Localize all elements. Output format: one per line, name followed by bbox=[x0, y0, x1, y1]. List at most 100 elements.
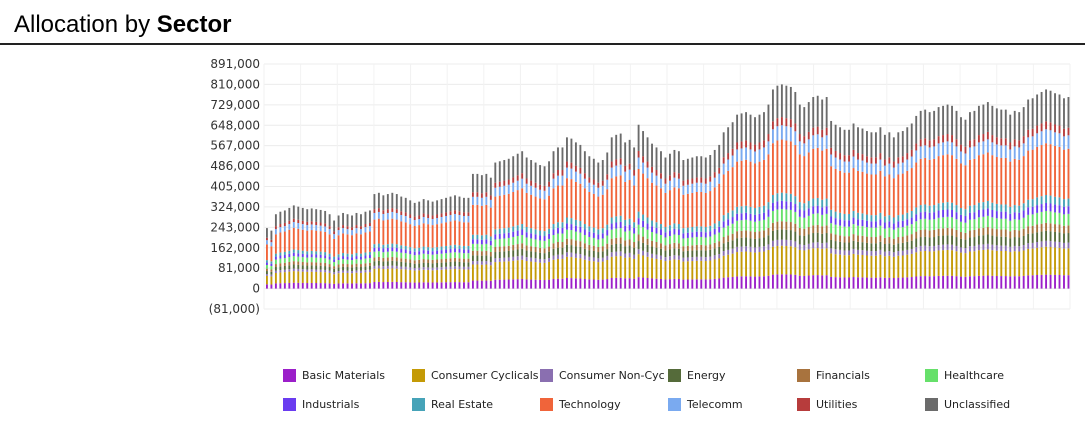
bar-segment bbox=[816, 205, 819, 214]
bar-segment bbox=[583, 151, 586, 174]
bar-segment bbox=[682, 194, 685, 229]
bar-segment bbox=[866, 214, 868, 221]
bar-segment bbox=[897, 251, 900, 256]
bar-segment bbox=[521, 224, 524, 230]
bar-segment bbox=[395, 265, 398, 269]
bar-segment bbox=[695, 177, 698, 183]
bar-segment bbox=[579, 246, 582, 255]
bar-segment bbox=[467, 197, 470, 213]
bar-segment bbox=[763, 246, 765, 252]
bar-segment bbox=[669, 225, 671, 231]
bar-segment bbox=[328, 226, 331, 230]
bar-segment bbox=[1013, 212, 1016, 220]
bar-segment bbox=[454, 268, 456, 283]
bar-segment bbox=[566, 223, 568, 230]
bar-segment bbox=[910, 156, 913, 169]
bar-segment bbox=[583, 259, 586, 279]
bar-segment bbox=[431, 201, 434, 216]
bar-segment bbox=[570, 257, 573, 279]
bar-segment bbox=[942, 275, 945, 289]
bar-segment bbox=[669, 230, 671, 236]
bar-segment bbox=[906, 235, 909, 242]
bar-segment bbox=[937, 228, 940, 236]
bar-segment bbox=[646, 252, 649, 257]
bar-segment bbox=[566, 137, 568, 162]
bar-segment bbox=[628, 230, 631, 240]
bar-segment bbox=[1063, 206, 1065, 215]
bar-segment bbox=[883, 237, 886, 244]
bar-segment bbox=[669, 256, 671, 261]
bar-segment bbox=[1058, 224, 1061, 233]
bar-segment bbox=[794, 241, 797, 248]
bar-segment bbox=[660, 173, 662, 179]
bar-segment bbox=[427, 247, 430, 251]
bar-segment bbox=[915, 231, 918, 239]
bar-segment bbox=[874, 221, 877, 228]
bar-segment bbox=[346, 214, 349, 227]
bar-segment bbox=[767, 202, 770, 210]
bar-segment bbox=[1027, 226, 1030, 234]
bar-segment bbox=[601, 233, 604, 239]
bar-segment bbox=[736, 276, 739, 289]
bar-segment bbox=[436, 262, 439, 268]
bar-segment bbox=[377, 211, 380, 219]
bar-segment bbox=[1036, 242, 1039, 248]
bar-segment bbox=[942, 228, 945, 236]
bar-segment bbox=[960, 117, 962, 145]
bar-segment bbox=[606, 174, 609, 180]
bar-segment bbox=[624, 240, 627, 247]
bar-segment bbox=[928, 205, 931, 213]
bar-segment bbox=[745, 276, 748, 289]
bar-segment bbox=[530, 233, 533, 239]
bar-segment bbox=[830, 233, 833, 240]
bar-segment bbox=[821, 129, 824, 138]
bar-segment bbox=[561, 242, 564, 248]
bar-segment bbox=[440, 223, 443, 247]
bar-segment bbox=[404, 197, 407, 213]
bar-segment bbox=[306, 221, 309, 226]
bar-segment bbox=[816, 197, 819, 206]
bar-segment bbox=[360, 256, 362, 260]
bar-segment bbox=[624, 219, 627, 226]
bar-segment bbox=[906, 212, 909, 220]
bar-segment bbox=[274, 214, 277, 227]
bar-segment bbox=[1031, 225, 1034, 234]
bar-segment bbox=[471, 204, 474, 235]
bar-segment bbox=[727, 254, 730, 278]
bar-segment bbox=[566, 229, 568, 239]
bar-segment bbox=[901, 277, 904, 289]
bar-segment bbox=[422, 213, 425, 217]
bar-segment bbox=[942, 250, 945, 276]
bar-segment bbox=[727, 153, 730, 160]
bar-segment bbox=[561, 222, 564, 228]
bar-segment bbox=[431, 225, 434, 248]
bar-segment bbox=[297, 268, 300, 272]
bar-segment bbox=[897, 215, 900, 222]
bar-segment bbox=[731, 122, 734, 149]
bar-segment bbox=[695, 260, 698, 280]
bar-segment bbox=[400, 252, 403, 259]
bar-segment bbox=[713, 228, 716, 235]
bar-segment bbox=[919, 229, 922, 238]
bar-segment bbox=[610, 256, 613, 278]
bar-segment bbox=[951, 235, 953, 245]
bar-segment bbox=[274, 270, 277, 273]
bar-segment bbox=[1013, 146, 1016, 159]
bar-segment bbox=[382, 266, 385, 269]
bar-segment bbox=[946, 249, 949, 276]
bar-segment bbox=[454, 266, 456, 269]
bar-segment bbox=[771, 210, 774, 223]
bar-segment bbox=[960, 232, 962, 239]
bar-segment bbox=[642, 156, 645, 163]
bar-segment bbox=[1036, 224, 1039, 233]
bar-segment bbox=[346, 229, 349, 235]
bar-segment bbox=[991, 228, 994, 236]
bar-segment bbox=[960, 163, 962, 209]
bar-segment bbox=[655, 258, 658, 279]
bar-segment bbox=[570, 230, 573, 240]
bar-segment bbox=[1022, 203, 1025, 211]
bar-segment bbox=[270, 276, 273, 285]
bar-segment bbox=[1009, 161, 1012, 207]
bar-segment bbox=[404, 245, 407, 250]
bar-segment bbox=[660, 151, 662, 174]
